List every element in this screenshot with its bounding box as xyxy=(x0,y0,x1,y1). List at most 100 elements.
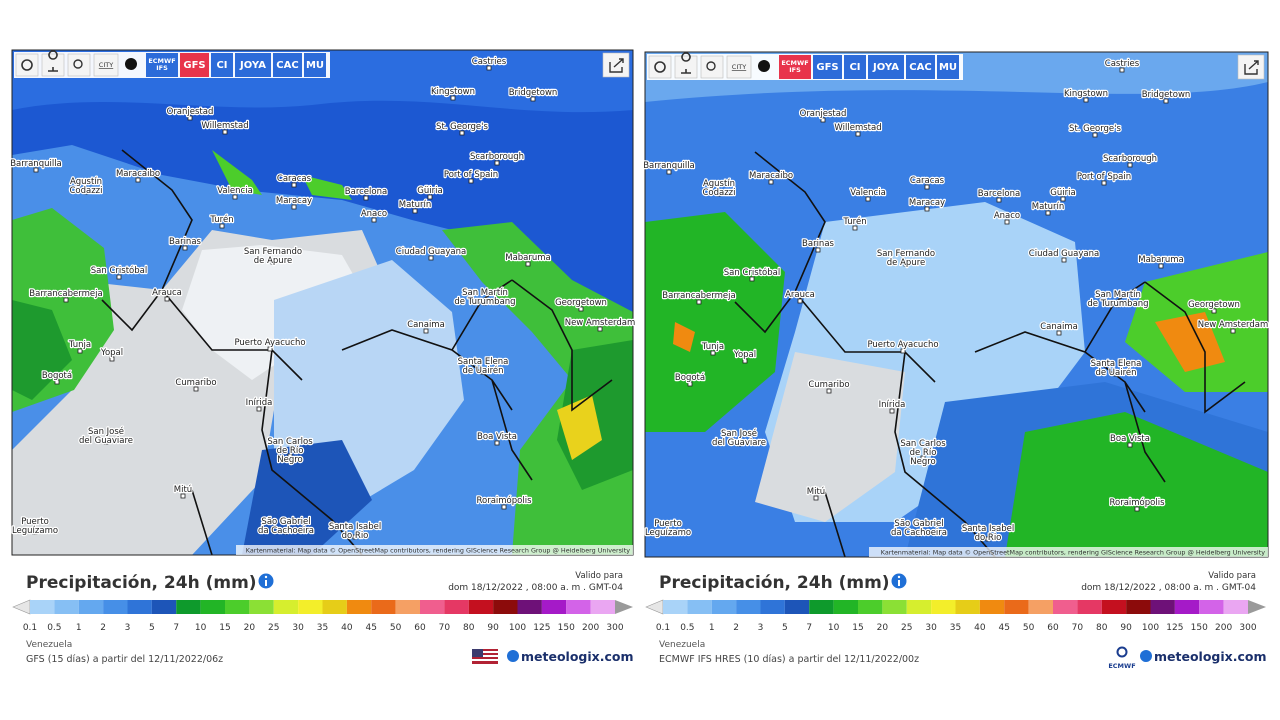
city-dot xyxy=(687,381,693,387)
precip-area xyxy=(557,395,602,460)
city-dot xyxy=(525,261,531,267)
city-label: Barrancabermeja xyxy=(662,291,735,301)
legend-swatch xyxy=(663,600,688,614)
model-button[interactable] xyxy=(235,53,271,77)
legend-tick-label: 125 xyxy=(1166,623,1183,633)
refresh-icon xyxy=(21,59,33,71)
info-glyph xyxy=(265,580,267,586)
model-button[interactable] xyxy=(273,53,302,77)
city-label: Barrancabermeja xyxy=(29,289,102,299)
city-dot xyxy=(855,131,861,137)
city-label: Georgetown xyxy=(555,298,607,308)
legend-tick-label: 40 xyxy=(341,623,353,633)
precip-area xyxy=(755,352,905,522)
info-dot xyxy=(897,575,901,579)
city-dot xyxy=(63,297,69,303)
legend-tick-label: 60 xyxy=(414,623,426,633)
city-label: San Cristóbal xyxy=(724,267,780,278)
country-borders xyxy=(734,151,1246,557)
legend-tick-label: 7 xyxy=(173,623,179,633)
marker-button[interactable] xyxy=(758,60,770,72)
legend-swatch xyxy=(249,600,274,614)
city-label: Boa Vista xyxy=(477,432,517,442)
legend-panel: Precipitación, 24h (mm) Valido para dom 18… xyxy=(12,571,633,665)
city-dot xyxy=(291,204,297,210)
legend-tick-label: 45 xyxy=(366,623,377,633)
city-dot xyxy=(985,536,991,542)
legend-tick-label: 200 xyxy=(582,623,599,633)
city-dot xyxy=(1127,442,1133,448)
city-label: Canaima xyxy=(1040,322,1078,332)
legend-arrow-right xyxy=(1248,600,1266,614)
city-dot xyxy=(736,441,742,447)
tool-button[interactable] xyxy=(15,53,39,77)
legend-swatch xyxy=(882,600,907,614)
legend-tick-label: 300 xyxy=(606,623,623,633)
city-button[interactable] xyxy=(726,55,752,79)
model-button[interactable] xyxy=(844,55,866,79)
city-button[interactable] xyxy=(93,53,119,77)
marker-button[interactable] xyxy=(125,58,137,70)
city-label: Kingstown xyxy=(1064,89,1108,99)
city-dot xyxy=(450,95,456,101)
tool-button[interactable] xyxy=(674,55,698,79)
legend-swatch xyxy=(346,600,372,614)
city-dot xyxy=(900,348,906,354)
city-label: Turén xyxy=(209,214,233,225)
legend-swatch xyxy=(1004,600,1029,614)
legend-tick-label: 50 xyxy=(1023,623,1035,633)
precip-area xyxy=(12,300,72,400)
city-label: New Amsterdam xyxy=(565,318,636,328)
city-dot xyxy=(665,531,671,537)
flag-stripe xyxy=(472,655,498,657)
city-label: Scarborough xyxy=(470,152,524,162)
legend-tick-label: 1 xyxy=(76,623,82,633)
model-button[interactable] xyxy=(813,55,842,79)
city-label: Oranjestad xyxy=(800,109,847,119)
attribution-bg xyxy=(869,547,1268,557)
tool-button[interactable] xyxy=(67,53,91,77)
city-label: Maracay xyxy=(276,196,312,206)
legend-swatch xyxy=(395,600,420,614)
city-label: de Uairén xyxy=(1095,367,1136,378)
tool-button[interactable] xyxy=(700,55,724,79)
city-label: Mabaruma xyxy=(1138,255,1184,265)
model-label: MU xyxy=(939,62,957,73)
model-button[interactable] xyxy=(779,55,811,79)
city-dot xyxy=(1119,67,1125,73)
legend-swatch xyxy=(468,600,494,614)
city-label: Santa Isabel xyxy=(329,522,381,532)
city-label: da Cachoeira xyxy=(891,528,947,538)
model-label: CI xyxy=(849,62,860,73)
city-dot xyxy=(530,96,536,102)
model-label: CAC xyxy=(276,60,298,71)
city-dot xyxy=(77,348,83,354)
model-label: MU xyxy=(306,60,324,71)
model-run: ECMWF IFS HRES (10 días) a partir del 12… xyxy=(659,654,919,665)
model-button[interactable] xyxy=(146,53,178,77)
city-label: Ciudad Guayana xyxy=(396,247,466,257)
model-button[interactable] xyxy=(180,53,209,77)
tool-button[interactable] xyxy=(648,55,672,79)
model-button[interactable] xyxy=(906,55,935,79)
city-label: Willemstad xyxy=(201,121,248,131)
model-button[interactable] xyxy=(937,55,959,79)
model-button[interactable] xyxy=(304,53,326,77)
city-dot xyxy=(270,259,276,265)
city-label: Mabaruma xyxy=(505,253,551,263)
model-label: JOYA xyxy=(239,60,266,71)
city-dot xyxy=(1113,371,1119,377)
legend-title: Precipitación, 24h (mm) xyxy=(659,573,890,593)
legend-arrow-right xyxy=(615,600,633,614)
city-label: do Rio xyxy=(342,531,369,541)
valid-time: dom 18/12/2022 , 08:00 a. m . GMT-04 xyxy=(1081,583,1256,593)
legend-swatch xyxy=(420,600,445,614)
legend-panel: Precipitación, 24h (mm) Valido para dom 18… xyxy=(645,571,1266,670)
city-label: Maracay xyxy=(909,198,945,208)
model-button[interactable] xyxy=(211,53,233,77)
city-dot xyxy=(920,455,926,461)
model-button[interactable] xyxy=(868,55,904,79)
tool-button[interactable] xyxy=(41,53,65,77)
city-toggle-label: CITY xyxy=(99,61,113,69)
city-dot xyxy=(222,129,228,135)
